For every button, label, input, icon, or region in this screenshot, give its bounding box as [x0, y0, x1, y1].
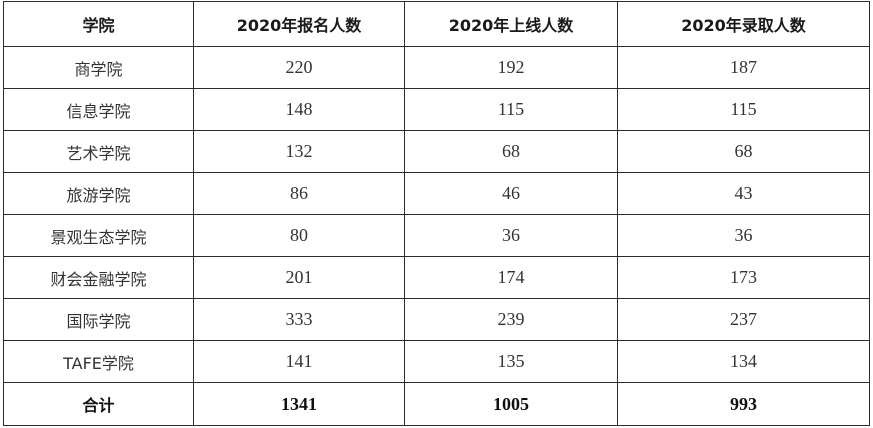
cell-passed: 135 — [404, 340, 618, 383]
cell-applied: 201 — [193, 256, 405, 299]
cell-college: 景观生态学院 — [3, 214, 194, 257]
table-total-row: 合计 1341 1005 993 — [3, 382, 870, 426]
table-row: 艺术学院 132 68 68 — [3, 130, 870, 173]
cell-admitted: 68 — [617, 130, 870, 173]
total-admitted: 993 — [617, 382, 870, 426]
header-passed: 2020年上线人数 — [404, 1, 618, 47]
cell-passed: 46 — [404, 172, 618, 215]
header-college: 学院 — [3, 1, 194, 47]
cell-admitted: 36 — [617, 214, 870, 257]
cell-passed: 115 — [404, 88, 618, 131]
cell-college: 旅游学院 — [3, 172, 194, 215]
table-row: 景观生态学院 80 36 36 — [3, 214, 870, 257]
cell-college: 商学院 — [3, 46, 194, 89]
cell-college: 财会金融学院 — [3, 256, 194, 299]
header-admitted: 2020年录取人数 — [617, 1, 870, 47]
cell-admitted: 43 — [617, 172, 870, 215]
table-row: 信息学院 148 115 115 — [3, 88, 870, 131]
cell-passed: 36 — [404, 214, 618, 257]
cell-applied: 333 — [193, 298, 405, 341]
cell-passed: 174 — [404, 256, 618, 299]
admissions-table: 学院 2020年报名人数 2020年上线人数 2020年录取人数 商学院 220… — [3, 1, 870, 426]
cell-passed: 68 — [404, 130, 618, 173]
table-row: TAFE学院 141 135 134 — [3, 340, 870, 383]
cell-college: 国际学院 — [3, 298, 194, 341]
cell-applied: 86 — [193, 172, 405, 215]
total-applied: 1341 — [193, 382, 405, 426]
admissions-table-container: 学院 2020年报名人数 2020年上线人数 2020年录取人数 商学院 220… — [3, 1, 870, 426]
cell-applied: 220 — [193, 46, 405, 89]
cell-applied: 148 — [193, 88, 405, 131]
header-applied: 2020年报名人数 — [193, 1, 405, 47]
cell-admitted: 237 — [617, 298, 870, 341]
table-row: 财会金融学院 201 174 173 — [3, 256, 870, 299]
cell-admitted: 173 — [617, 256, 870, 299]
total-passed: 1005 — [404, 382, 618, 426]
cell-admitted: 134 — [617, 340, 870, 383]
cell-admitted: 187 — [617, 46, 870, 89]
cell-college: 艺术学院 — [3, 130, 194, 173]
cell-admitted: 115 — [617, 88, 870, 131]
table-row: 商学院 220 192 187 — [3, 46, 870, 89]
cell-college: TAFE学院 — [3, 340, 194, 383]
cell-applied: 141 — [193, 340, 405, 383]
cell-applied: 80 — [193, 214, 405, 257]
table-row: 国际学院 333 239 237 — [3, 298, 870, 341]
total-label: 合计 — [3, 382, 194, 426]
cell-college: 信息学院 — [3, 88, 194, 131]
cell-applied: 132 — [193, 130, 405, 173]
cell-passed: 192 — [404, 46, 618, 89]
table-row: 旅游学院 86 46 43 — [3, 172, 870, 215]
table-header-row: 学院 2020年报名人数 2020年上线人数 2020年录取人数 — [3, 1, 870, 47]
cell-passed: 239 — [404, 298, 618, 341]
